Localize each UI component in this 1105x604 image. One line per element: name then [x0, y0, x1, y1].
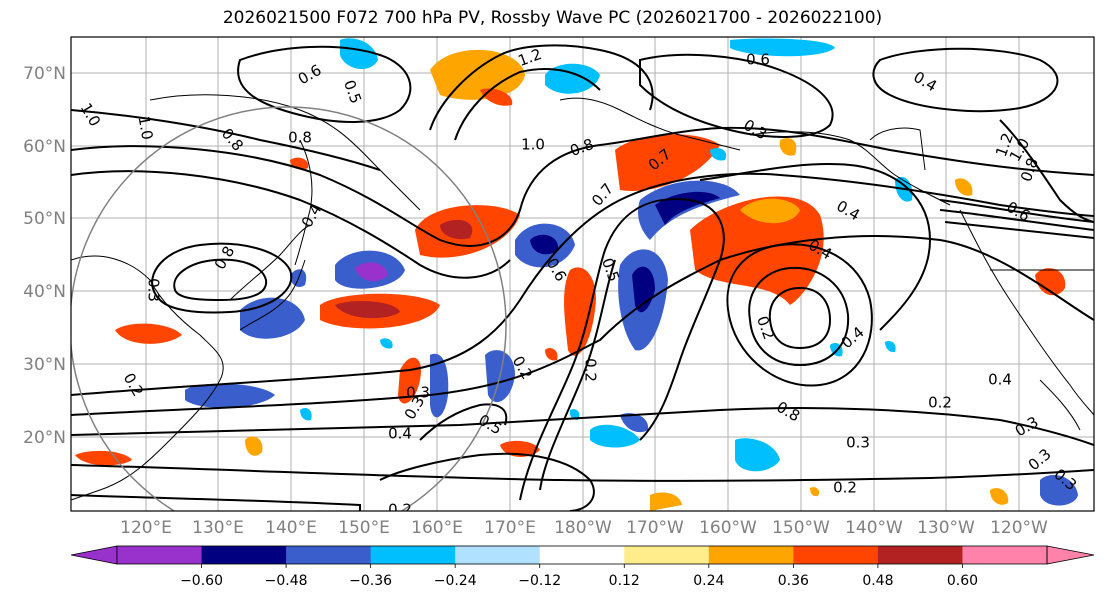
lat-label: 20°N: [23, 428, 66, 448]
colorbar-tick-label: −0.36: [349, 573, 392, 589]
lon-label: 180°W: [554, 518, 612, 538]
colorbar-segment: [539, 546, 625, 564]
contour-label: 0.3: [406, 384, 430, 402]
colorbar-segment: [117, 546, 203, 564]
contour-label: 0.4: [988, 371, 1012, 389]
colorbar-tick-label: −0.60: [180, 573, 223, 589]
lon-label: 170°E: [484, 518, 536, 538]
colorbar-segment: [962, 546, 1048, 564]
map-title: 2026021500 F072 700 hPa PV, Rossby Wave …: [222, 8, 883, 28]
colorbar-max-arrow: [1046, 545, 1095, 565]
lat-label: 60°N: [23, 137, 66, 157]
lon-label: 150°E: [338, 518, 390, 538]
lon-label: 150°W: [772, 518, 830, 538]
region-circle: [71, 106, 507, 511]
contour-label: 0.4: [388, 425, 412, 443]
contour-label: 0.2: [388, 501, 412, 519]
colorbar-min-arrow: [70, 545, 118, 565]
colorbar-tick-label: 0.48: [862, 573, 893, 589]
colorbar-tick-label: 0.12: [609, 573, 640, 589]
contour-label: 1.0: [135, 115, 157, 142]
colorbar: [70, 545, 1095, 565]
colorbar-segment: [877, 546, 963, 564]
colorbar-segment: [793, 546, 879, 564]
lon-label: 140°E: [265, 518, 317, 538]
pv-contours: [71, 44, 1094, 511]
colorbar-ticks: −0.60 −0.48 −0.36 −0.24 −0.12 0.12 0.24 0.36 0.4…: [180, 564, 978, 589]
contour-label: 0.2: [928, 394, 952, 412]
lon-label: 130°E: [192, 518, 244, 538]
lon-label: 130°W: [917, 518, 975, 538]
longitude-labels: 120°E 130°E 140°E 150°E 160°E 170°E 180°W 170°W…: [120, 518, 1048, 538]
map-frame: [70, 36, 1095, 512]
colorbar-segment: [455, 546, 541, 564]
colorbar-tick-label: −0.12: [518, 573, 561, 589]
latitude-labels: 70°N 60°N 50°N 40°N 30°N 20°N: [23, 64, 66, 448]
contour-label: 0.8: [288, 129, 312, 147]
colorbar-tick-label: 0.36: [778, 573, 809, 589]
colorbar-tick-label: −0.48: [265, 573, 308, 589]
lon-label: 140°W: [845, 518, 903, 538]
lon-label: 160°E: [411, 518, 463, 538]
colorbar-segment: [201, 546, 287, 564]
contour-label: 0.3: [846, 434, 870, 452]
contour-label: 0.2: [833, 479, 857, 497]
lat-label: 70°N: [23, 64, 66, 84]
lon-label: 170°W: [626, 518, 684, 538]
colorbar-segment: [286, 546, 372, 564]
lat-label: 40°N: [23, 282, 66, 302]
contour-label: 0.6: [746, 51, 770, 69]
contour-label: 1.0: [521, 136, 545, 154]
colorbar-tick-label: 0.24: [693, 573, 724, 589]
colorbar-segment: [370, 546, 456, 564]
colorbar-segment: [708, 546, 794, 564]
colorbar-tick-label: −0.24: [434, 573, 477, 589]
coastlines: [71, 94, 1094, 501]
lon-label: 120°E: [120, 518, 172, 538]
contour-label: 0.2: [582, 358, 600, 382]
lat-label: 30°N: [23, 355, 66, 375]
contour-label: 0.3: [145, 278, 163, 302]
colorbar-segment: [624, 546, 710, 564]
lat-label: 50°N: [23, 209, 66, 229]
lon-label: 120°W: [990, 518, 1048, 538]
lon-label: 160°W: [699, 518, 757, 538]
colorbar-tick-label: 0.60: [947, 573, 978, 589]
